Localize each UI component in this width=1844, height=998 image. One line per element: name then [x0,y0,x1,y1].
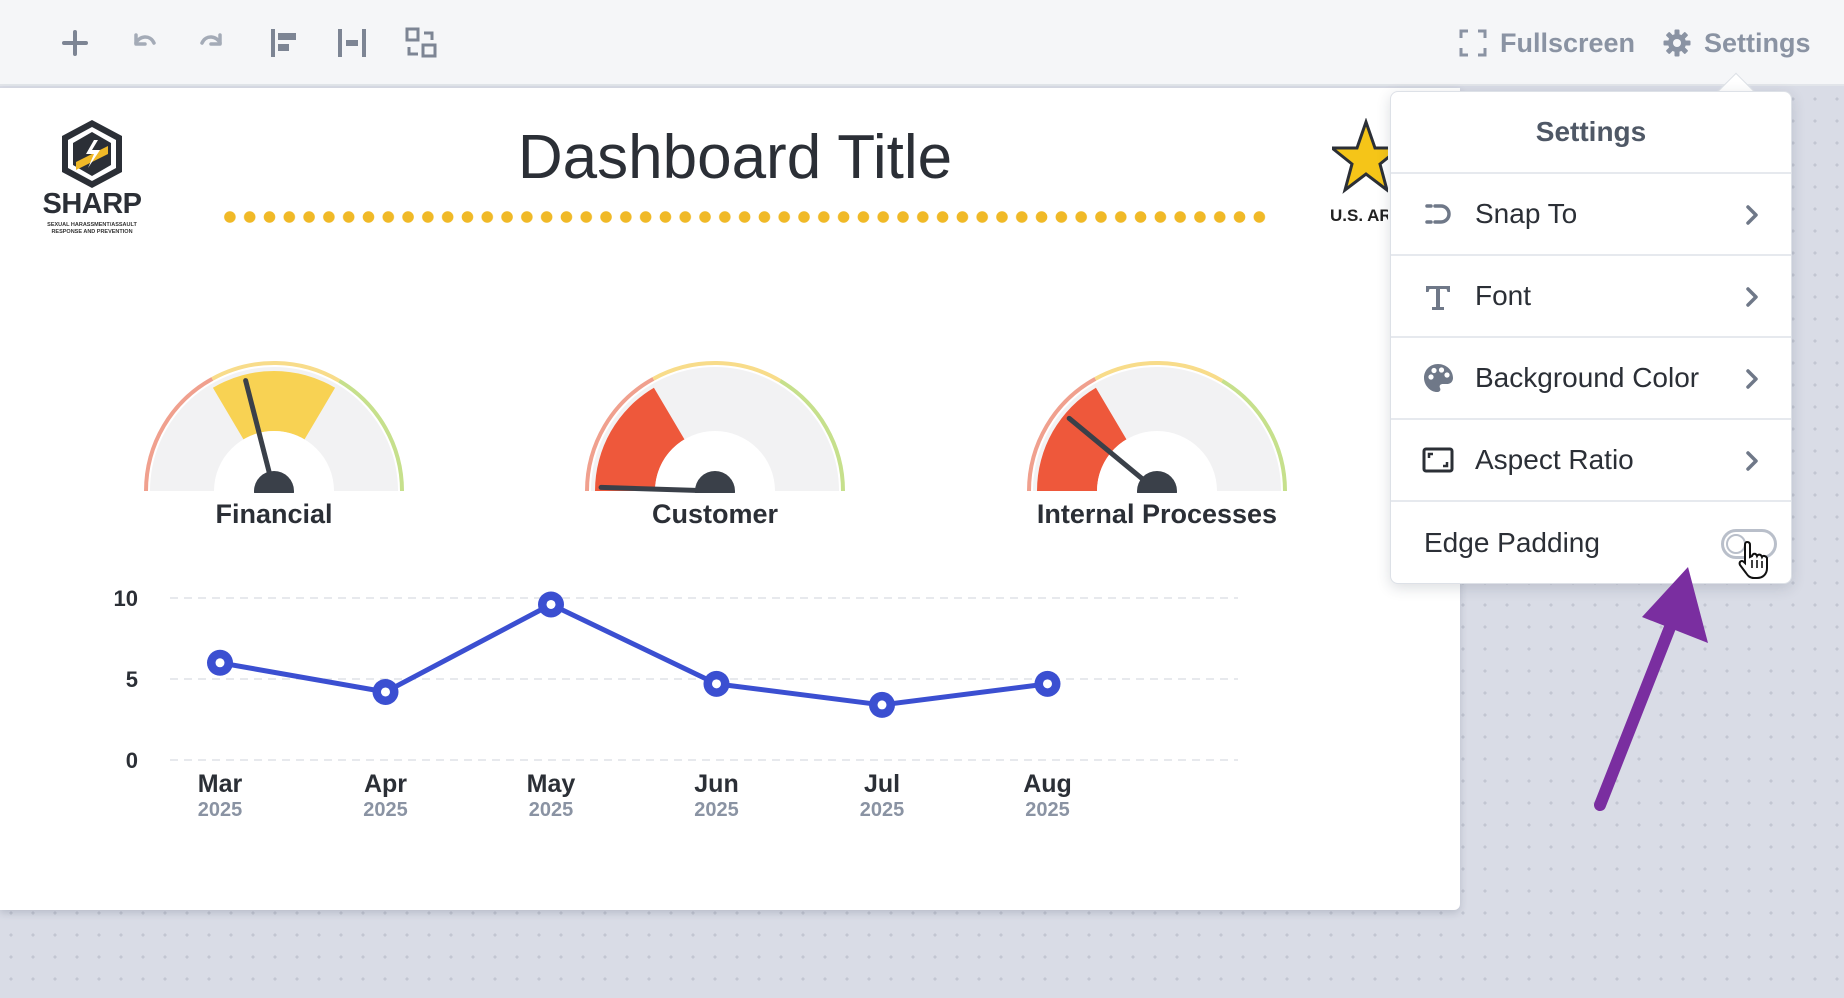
gauge-dial [1027,361,1287,493]
fullscreen-icon [1459,29,1487,57]
gauge-label: Customer [651,499,779,529]
gauge-center [1097,431,1217,491]
annotation-arrow [1594,567,1708,811]
font-icon [1421,279,1455,313]
gauge-zone [212,371,336,440]
x-tick-label: May [527,770,576,798]
fullscreen-button[interactable]: Fullscreen [1458,25,1635,61]
settings-item-font[interactable]: Font [1391,256,1791,338]
data-point-center [712,679,721,689]
x-tick-sublabel: 2025 [1025,799,1070,821]
data-point-center [215,658,225,668]
gauge-rim-low [585,377,655,492]
data-point-center [546,599,556,609]
x-tick-sublabel: 2025 [198,799,243,821]
aspect-ratio-icon [1421,443,1455,477]
gauge-hub [254,471,294,493]
gauge-rim-low [1027,377,1097,492]
settings-item-label: Aspect Ratio [1475,444,1634,475]
edge-padding-label: Edge Padding [1424,527,1600,558]
hand-pointer-cursor-icon [1738,540,1768,579]
swap-icon[interactable] [403,25,439,61]
series-line [219,601,1048,708]
gauge-rim-mid [1094,361,1224,383]
x-tick-sublabel: 2025 [694,799,739,821]
distribute-horizontal-icon[interactable] [334,25,370,61]
gauge-hub [695,471,735,493]
settings-button[interactable]: Settings [1662,25,1811,61]
data-point-center [1043,679,1052,689]
gauge-zone [1037,387,1127,491]
x-tick-sublabel: 2025 [860,799,905,821]
data-point-center [877,700,887,710]
chevron-right-icon [1746,369,1758,389]
line-chart[interactable]: 0 5 10 Mar 2025 Apr 2025 May 2025 Jun 2025 Jul 2025 A… [110,568,1340,888]
toolbar: Fullscreen Settings [0,0,1844,86]
x-tick-sublabel: 2025 [529,799,574,821]
snap-to-icon [1421,197,1455,231]
gauge-rim-low [144,377,214,492]
redo-icon[interactable] [194,25,230,61]
star-icon [1332,118,1388,194]
align-left-icon[interactable] [266,25,302,61]
settings-item-snap-to[interactable]: Snap To [1391,174,1791,256]
sharp-logo: SHARP SEXUAL HARASSMENT/ASSAULT RESPONSE… [36,118,148,238]
gauge-financial[interactable]: Financial [114,323,434,573]
settings-panel: Settings Snap To Font Background Color A… [1390,91,1792,584]
y-tick-label: 5 [126,667,138,692]
data-point-center [381,687,390,697]
plus-icon[interactable] [57,25,93,61]
settings-item-aspect-ratio[interactable]: Aspect Ratio [1391,420,1791,502]
x-tick-sublabel: 2025 [363,799,408,821]
title-dotted-divider [220,210,1270,224]
gauge-center [655,431,775,491]
chevron-right-icon [1746,451,1758,471]
gear-icon [1663,29,1691,57]
sharp-logo-word: SHARP [42,188,142,220]
gauge-dial [144,361,404,493]
us-army-text: U.S. ARMY [1330,206,1388,225]
x-tick-label: Jun [694,770,738,798]
sharp-logo-subtitle: SEXUAL HARASSMENT/ASSAULT RESPONSE AND P… [47,222,137,235]
fullscreen-label: Fullscreen [1500,27,1636,58]
gauge-rim-high [338,379,404,492]
us-army-logo: U.S. ARMY [1328,118,1388,230]
settings-item-label: Background Color [1475,362,1700,393]
gauge-center [214,431,334,491]
dashboard-canvas[interactable]: SHARP SEXUAL HARASSMENT/ASSAULT RESPONSE… [0,88,1460,910]
dashboard-title[interactable]: Dashboard Title [517,123,953,192]
palette-icon [1421,361,1455,395]
gauge-dial [585,361,845,493]
settings-item-background-color[interactable]: Background Color [1391,338,1791,420]
y-tick-label: 10 [114,586,138,611]
gauge-label: Financial [215,499,333,529]
gauge-rim-mid [211,361,341,383]
chevron-right-icon [1746,287,1758,307]
gauge-rim-high [1221,379,1287,492]
undo-icon[interactable] [126,25,162,61]
gauge-rim-mid [652,361,782,383]
gauge-hub [1137,471,1177,493]
settings-label: Settings [1704,27,1811,58]
x-tick-label: Mar [198,770,243,798]
settings-item-label: Font [1475,280,1532,311]
gauge-customer[interactable]: Customer [555,323,875,573]
settings-panel-title: Settings [1391,92,1791,174]
x-tick-label: Jul [864,770,900,798]
settings-item-label: Snap To [1475,198,1578,229]
x-tick-label: Apr [364,770,407,798]
gauge-rim-high [779,379,845,492]
settings-item-edge-padding: Edge Padding [1391,502,1791,584]
gauge-zone [595,387,685,491]
line-chart-svg: 0510Mar2025Apr2025May2025Jun2025Jul2025A… [114,586,1238,821]
gauge-internal-processes[interactable]: Internal Processes [997,323,1317,573]
gauge-label: Internal Processes [1036,499,1278,529]
sharp-shield-icon [62,120,122,188]
chevron-right-icon [1746,205,1758,225]
x-tick-label: Aug [1023,770,1072,798]
y-tick-label: 0 [126,748,138,773]
